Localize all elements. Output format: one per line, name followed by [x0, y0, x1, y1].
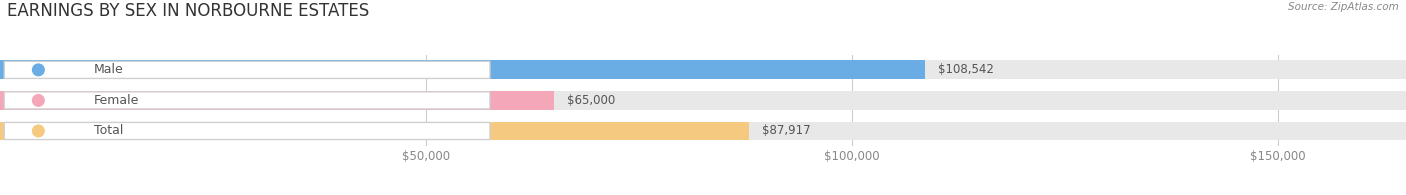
FancyBboxPatch shape	[4, 122, 489, 140]
FancyBboxPatch shape	[4, 92, 489, 109]
Bar	[0, 91, 1406, 110]
Ellipse shape	[32, 95, 44, 106]
Text: Total: Total	[94, 124, 124, 137]
FancyBboxPatch shape	[4, 61, 489, 78]
Text: Source: ZipAtlas.com: Source: ZipAtlas.com	[1288, 2, 1399, 12]
Ellipse shape	[32, 125, 44, 137]
Bar	[0, 60, 925, 79]
Text: Female: Female	[94, 94, 139, 107]
Ellipse shape	[32, 64, 44, 76]
Text: Male: Male	[94, 63, 124, 76]
Text: EARNINGS BY SEX IN NORBOURNE ESTATES: EARNINGS BY SEX IN NORBOURNE ESTATES	[7, 2, 370, 20]
Bar	[0, 91, 554, 110]
Text: $108,542: $108,542	[938, 63, 994, 76]
Text: $65,000: $65,000	[567, 94, 614, 107]
Text: $87,917: $87,917	[762, 124, 811, 137]
Bar	[0, 60, 1406, 79]
Bar	[0, 121, 1406, 140]
Bar	[0, 121, 749, 140]
